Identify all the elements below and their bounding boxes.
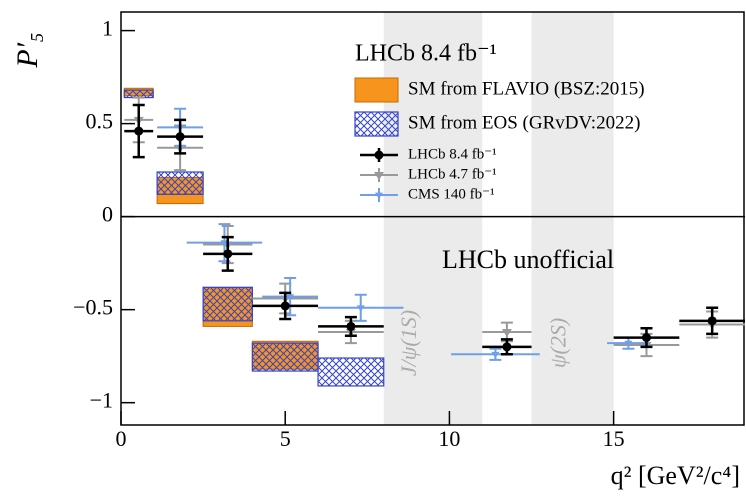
data-point	[220, 240, 229, 247]
veto-label: ψ(2S)	[546, 318, 571, 368]
legend-marker	[375, 192, 383, 199]
x-tick-label: 10	[438, 426, 460, 451]
y-tick-label: 0.5	[86, 109, 114, 134]
x-tick-label: 5	[280, 426, 291, 451]
prediction-box	[123, 89, 154, 99]
legend-label: SM from FLAVIO (BSZ:2015)	[408, 78, 645, 99]
legend-label: LHCb 4.7 fb⁻¹	[408, 166, 497, 182]
data-point	[356, 305, 365, 312]
legend-marker	[374, 172, 384, 180]
legend-marker	[374, 150, 384, 160]
legend-swatch	[354, 111, 399, 137]
data-point	[346, 321, 356, 331]
data-point	[134, 126, 144, 136]
y-axis-label: P′₅	[11, 32, 44, 68]
legend-label: LHCb 8.4 fb⁻¹	[408, 146, 497, 162]
data-point	[223, 249, 233, 259]
prediction-box	[317, 357, 385, 387]
y-tick-label: 1	[102, 16, 113, 41]
prediction-box	[251, 342, 319, 372]
data-point	[280, 301, 290, 311]
y-tick-label: −1	[90, 388, 113, 413]
prediction-box	[156, 171, 204, 195]
data-point	[175, 132, 185, 142]
plot-frame	[120, 11, 745, 426]
veto-band	[383, 12, 483, 425]
x-tick-label: 15	[603, 426, 625, 451]
legend-swatch	[354, 77, 399, 103]
annotation: LHCb unofficial	[442, 245, 614, 274]
legend-title: LHCb 8.4 fb⁻¹	[355, 41, 497, 67]
data-point	[707, 316, 717, 326]
veto-label: J/ψ(1S)	[396, 310, 421, 376]
data-point	[491, 351, 500, 359]
data-point	[641, 333, 651, 343]
prediction-box	[202, 286, 253, 322]
veto-band	[531, 12, 614, 425]
data-point	[501, 328, 512, 337]
legend-label: SM from EOS (GRvDV:2022)	[408, 112, 640, 133]
data-point	[624, 340, 633, 348]
data-point	[502, 342, 512, 352]
x-axis-label: q² [GeV²/c⁴]	[611, 461, 740, 490]
y-tick-label: 0	[102, 202, 113, 227]
data-point	[286, 294, 295, 301]
legend-label: CMS 140 fb⁻¹	[408, 186, 495, 202]
y-tick-label: −0.5	[73, 295, 113, 320]
x-tick-label: 0	[116, 426, 127, 451]
